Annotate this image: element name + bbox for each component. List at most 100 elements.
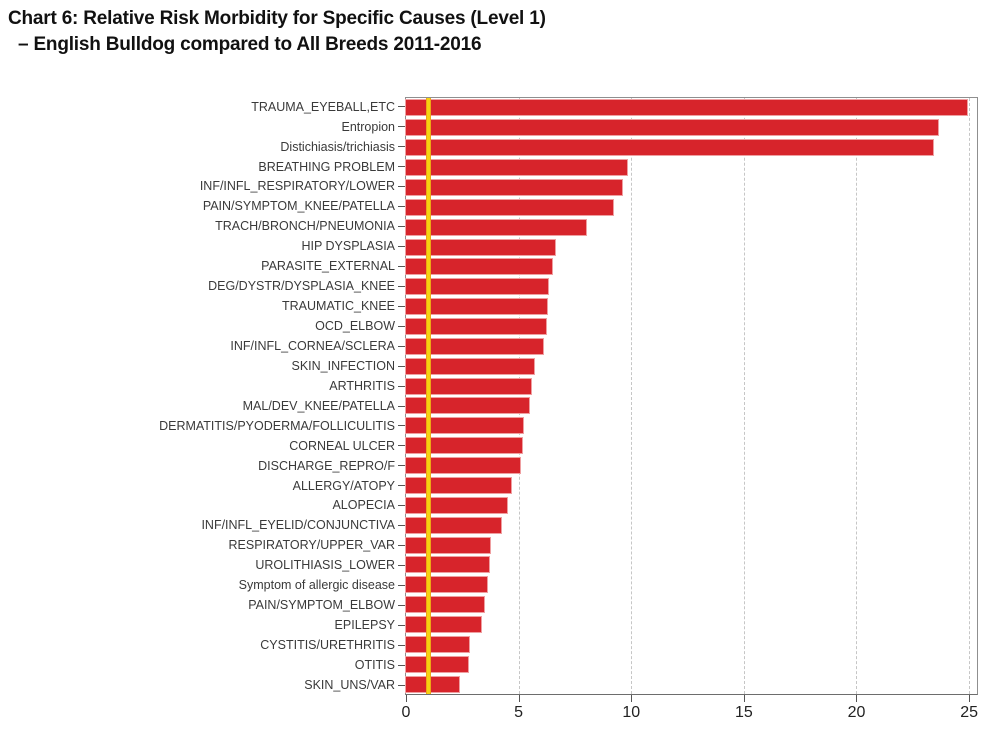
category-label: SKIN_UNS/VAR (304, 677, 395, 692)
bar (406, 577, 488, 593)
category-row: Entropion (0, 117, 405, 137)
bar (406, 318, 546, 334)
gridline (518, 98, 520, 694)
bar (406, 656, 468, 672)
category-label: RESPIRATORY/UPPER_VAR (228, 538, 396, 553)
y-axis-tick (398, 525, 405, 527)
category-row: PAIN/SYMPTOM_ELBOW (0, 595, 405, 615)
category-row: ARTHRITIS (0, 376, 405, 396)
bar (406, 597, 484, 613)
category-row: TRAUMA_EYEBALL,ETC (0, 97, 405, 117)
y-axis-tick (398, 624, 405, 626)
category-row: RESPIRATORY/UPPER_VAR (0, 536, 405, 556)
category-label: ALOPECIA (332, 498, 395, 513)
category-row: UROLITHIASIS_LOWER (0, 556, 405, 576)
y-axis-tick (398, 226, 405, 228)
category-label: CYSTITIS/URETHRITIS (260, 638, 395, 653)
x-axis-tick-label: 15 (734, 704, 753, 721)
bar (406, 418, 524, 434)
category-label: HIP DYSPLASIA (301, 239, 395, 254)
y-axis-tick (398, 565, 405, 567)
category-label: INF/INFL_EYELID/CONJUNCTIVA (201, 518, 395, 533)
x-axis-tick-label: 5 (514, 704, 524, 721)
y-axis-tick (398, 684, 405, 686)
category-row: OTITIS (0, 655, 405, 675)
bar (406, 537, 491, 553)
chart-title: Chart 6: Relative Risk Morbidity for Spe… (8, 6, 768, 58)
y-axis-labels: TRAUMA_EYEBALL,ETC Entropion Distichiasis/… (0, 97, 405, 695)
y-axis-tick (398, 166, 405, 168)
category-label: Distichiasis/trichiasis (280, 139, 395, 154)
x-axis-tick (856, 695, 858, 702)
bar (406, 299, 547, 315)
y-axis-tick (398, 106, 405, 108)
category-row: CORNEAL ULCER (0, 436, 405, 456)
bar (406, 616, 482, 632)
category-label: DISCHARGE_REPRO/F (258, 458, 395, 473)
bar (406, 279, 548, 295)
category-label: DERMATITIS/PYODERMA/FOLLICULITIS (159, 418, 395, 433)
category-row: HIP DYSPLASIA (0, 237, 405, 257)
bar (406, 497, 508, 513)
x-axis-tick (743, 695, 745, 702)
bar (406, 458, 520, 474)
category-label: Entropion (341, 119, 395, 134)
bar (406, 219, 587, 235)
y-axis-tick (398, 206, 405, 208)
category-row: OCD_ELBOW (0, 316, 405, 336)
category-row: PAIN/SYMPTOM_KNEE/PATELLA (0, 197, 405, 217)
category-row: DERMATITIS/PYODERMA/FOLLICULITIS (0, 416, 405, 436)
bar (406, 239, 555, 255)
y-axis-tick (398, 584, 405, 586)
category-label: ALLERGY/ATOPY (292, 478, 395, 493)
category-row: Distichiasis/trichiasis (0, 137, 405, 157)
chart-title-line-1: Chart 6: Relative Risk Morbidity for Spe… (8, 8, 546, 29)
category-label: INF/INFL_RESPIRATORY/LOWER (199, 179, 395, 194)
y-axis-tick (398, 505, 405, 507)
bar (406, 378, 531, 394)
y-axis-tick (398, 345, 405, 347)
category-row: TRACH/BRONCH/PNEUMONIA (0, 217, 405, 237)
x-axis-tick (631, 695, 633, 702)
y-axis-tick (398, 664, 405, 666)
category-row: BREATHING PROBLEM (0, 157, 405, 177)
x-axis-tick (969, 695, 971, 702)
x-axis-tick-label: 10 (622, 704, 641, 721)
category-row: MAL/DEV_KNEE/PATELLA (0, 396, 405, 416)
category-row: ALOPECIA (0, 496, 405, 516)
y-axis-tick (398, 186, 405, 188)
category-row: DEG/DYSTR/DYSPLASIA_KNEE (0, 276, 405, 296)
category-row: PARASITE_EXTERNAL (0, 257, 405, 277)
category-row: EPILEPSY (0, 615, 405, 635)
chart-title-line-2: – English Bulldog compared to All Breeds… (18, 34, 482, 55)
x-axis-tick-label: 20 (847, 704, 866, 721)
y-axis-tick (398, 445, 405, 447)
bar-chart: TRAUMA_EYEBALL,ETC Entropion Distichiasis/… (0, 97, 1000, 729)
y-axis-tick (398, 545, 405, 547)
bar (406, 259, 553, 275)
category-row: INF/INFL_CORNEA/SCLERA (0, 336, 405, 356)
y-axis-tick (398, 285, 405, 287)
bar (406, 477, 511, 493)
gridline (631, 98, 633, 694)
bar (406, 636, 470, 652)
category-row: TRAUMATIC_KNEE (0, 296, 405, 316)
y-axis-tick (398, 405, 405, 407)
category-label: OCD_ELBOW (315, 319, 395, 334)
gridline (969, 98, 971, 694)
y-axis-tick (398, 604, 405, 606)
category-row: Symptom of allergic disease (0, 576, 405, 596)
bar (406, 120, 938, 136)
bar (406, 358, 535, 374)
y-axis-tick (398, 385, 405, 387)
bar (406, 438, 522, 454)
category-label: Symptom of allergic disease (238, 578, 395, 593)
category-label: INF/INFL_CORNEA/SCLERA (230, 338, 395, 353)
y-axis-tick (398, 146, 405, 148)
category-row: SKIN_UNS/VAR (0, 675, 405, 695)
category-label: PARASITE_EXTERNAL (261, 259, 395, 274)
category-row: CYSTITIS/URETHRITIS (0, 635, 405, 655)
bar (406, 676, 459, 692)
category-label: UROLITHIASIS_LOWER (255, 558, 395, 573)
category-label: CORNEAL ULCER (289, 438, 395, 453)
